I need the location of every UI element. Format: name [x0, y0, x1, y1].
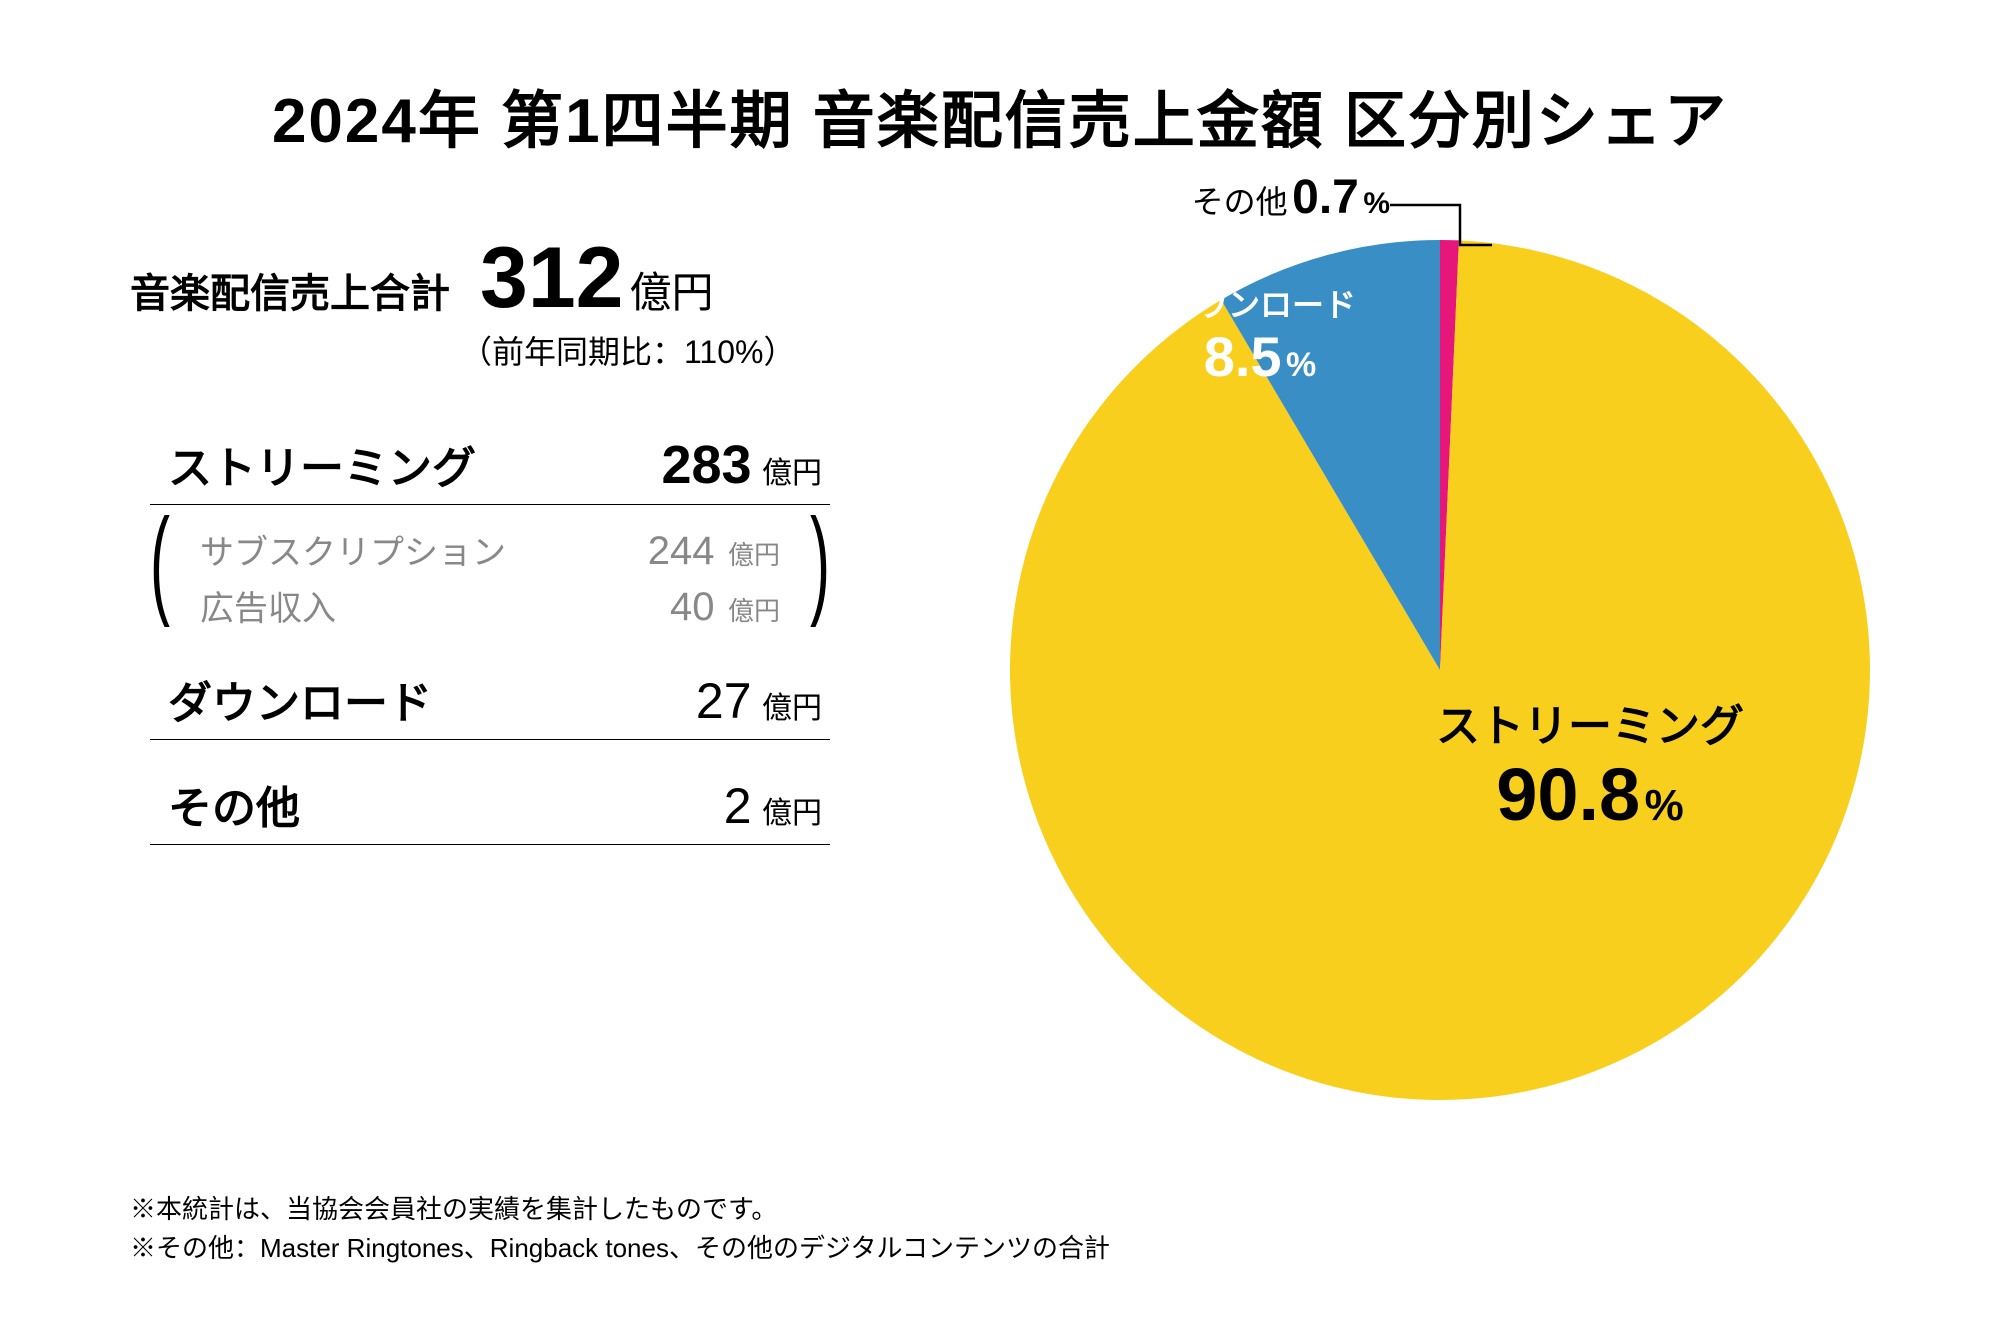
total-yoy: （前年同期比：110%） — [460, 327, 890, 373]
row-streaming: ストリーミング 283 億円 — [150, 428, 830, 505]
pie-label-streaming-value: 90.8 — [1496, 753, 1640, 836]
total-row: 音楽配信売上合計 312 億円 — [130, 235, 890, 321]
row-other-value: 2 — [724, 778, 752, 834]
breakdown-table: ストリーミング 283 億円 ( ) サブスクリプション 244 億円 — [150, 428, 830, 845]
pie-label-other-value: 0.7 — [1292, 171, 1359, 224]
pie-label-other: その他 0.7 % — [1030, 170, 1390, 225]
chart-title: 2024年 第1四半期 音楽配信売上金額 区分別シェア — [0, 70, 2000, 160]
summary-panel: 音楽配信売上合計 312 億円 （前年同期比：110%） ストリーミング 283… — [130, 235, 890, 845]
row-streaming-unit: 億円 — [762, 457, 822, 490]
footnotes: ※本統計は、当協会会員社の実績を集計したものです。 ※その他：Master Ri… — [130, 1190, 1110, 1268]
streaming-sub-lines: サブスクリプション 244 億円 広告収入 40 億円 — [200, 523, 780, 635]
row-download-unit: 億円 — [762, 692, 822, 725]
row-ad-value: 40 — [670, 585, 715, 629]
row-ad-label: 広告収入 — [200, 586, 336, 634]
pie-label-download-pct: % — [1286, 346, 1316, 384]
paren-right-icon: ) — [810, 501, 830, 621]
row-ad: 広告収入 40 億円 — [200, 579, 780, 635]
pie-label-other-pct: % — [1363, 187, 1390, 220]
pie-label-download: ダウンロード 8.5 % — [1130, 280, 1390, 388]
pie-label-streaming-pct: % — [1645, 781, 1684, 830]
pie-label-download-name: ダウンロード — [1130, 280, 1390, 326]
total-unit: 億円 — [630, 259, 714, 320]
pie-label-other-name: その他 — [1192, 184, 1288, 220]
total-value: 312 — [480, 235, 624, 321]
total-label: 音楽配信売上合計 — [130, 261, 450, 319]
row-streaming-value: 283 — [661, 435, 751, 495]
row-streaming-label: ストリーミング — [168, 432, 476, 496]
pie-label-streaming: ストリーミング 90.8 % — [1390, 690, 1790, 835]
row-other: その他 2 億円 — [150, 768, 830, 845]
pie-label-download-value: 8.5 — [1204, 325, 1282, 388]
row-subscription-unit: 億円 — [728, 540, 780, 570]
row-subscription: サブスクリプション 244 億円 — [200, 523, 780, 579]
footnote-1: ※本統計は、当協会会員社の実績を集計したものです。 — [130, 1190, 1110, 1229]
footnote-2: ※その他：Master Ringtones、Ringback tones、その他… — [130, 1229, 1110, 1268]
row-subscription-label: サブスクリプション — [200, 530, 506, 578]
other-leader-line — [1380, 190, 1540, 260]
page-root: 2024年 第1四半期 音楽配信売上金額 区分別シェア 音楽配信売上合計 312… — [0, 0, 2000, 1333]
pie-label-streaming-name: ストリーミング — [1390, 690, 1790, 754]
row-other-label: その他 — [168, 772, 300, 836]
streaming-subgroup: ( ) サブスクリプション 244 億円 広告収入 40 億円 — [150, 515, 830, 635]
row-download-value: 27 — [696, 673, 752, 729]
paren-left-icon: ( — [150, 501, 170, 621]
row-download: ダウンロード 27 億円 — [150, 663, 830, 740]
row-download-label: ダウンロード — [168, 667, 432, 731]
row-other-unit: 億円 — [762, 797, 822, 830]
row-ad-unit: 億円 — [728, 596, 780, 626]
row-subscription-value: 244 — [648, 529, 715, 573]
